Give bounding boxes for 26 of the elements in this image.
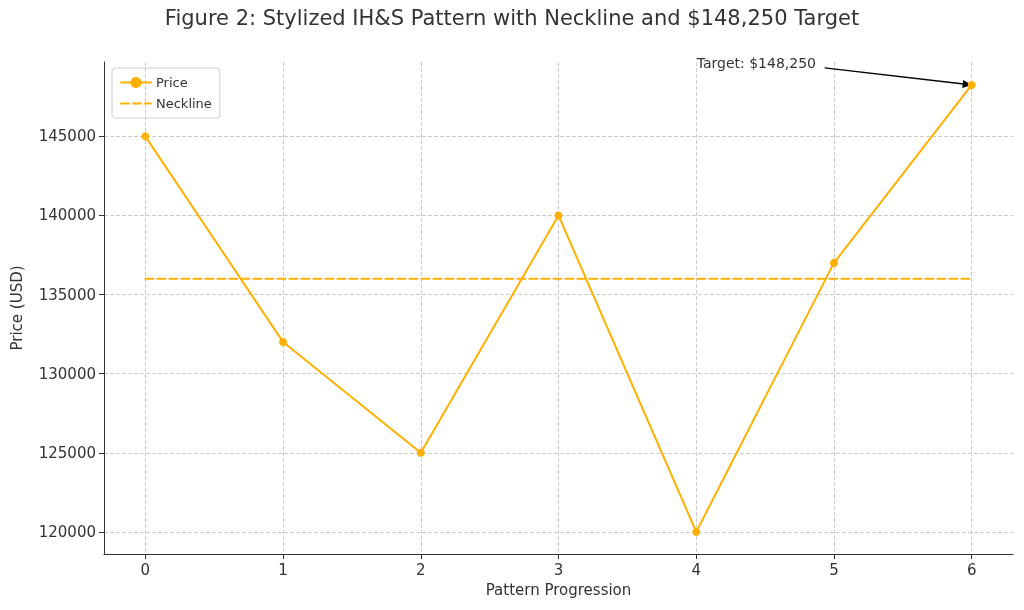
- x-axis-title: Pattern Progression: [485, 580, 632, 599]
- x-tick-label: 3: [553, 560, 564, 579]
- point: [279, 338, 288, 347]
- point: [554, 211, 563, 220]
- x-tick-label: 4: [691, 560, 701, 579]
- point: [967, 80, 976, 89]
- y-tick-label: 120000: [38, 522, 96, 541]
- y-tick-label: 145000: [38, 127, 96, 146]
- legend-label: Price: [156, 75, 188, 90]
- x-tick-label: 2: [416, 560, 426, 579]
- annotation: Target: $148,250: [695, 54, 816, 71]
- x-tick-label: 1: [278, 560, 288, 579]
- point: [141, 132, 150, 141]
- y-tick-label: 130000: [38, 364, 96, 383]
- chart-title: Figure 2: Stylized IH&S Pattern with Neckline and $148,250 Target: [164, 5, 860, 30]
- point: [416, 448, 425, 457]
- x-tick-label: 6: [966, 560, 977, 579]
- point: [829, 258, 838, 267]
- y-tick-label: 140000: [38, 206, 96, 225]
- point: [692, 527, 701, 536]
- y-tick-label: 125000: [38, 443, 96, 462]
- legend-label: Neckline: [156, 96, 212, 111]
- x-tick-label: 5: [829, 560, 839, 579]
- x-tick-label: 0: [140, 560, 151, 579]
- y-tick-label: 135000: [38, 285, 96, 304]
- y-axis-title: Price (USD): [7, 265, 26, 351]
